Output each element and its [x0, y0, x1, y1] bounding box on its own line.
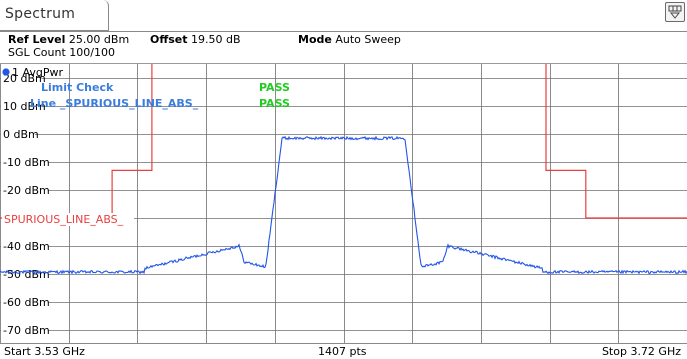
- y-axis-label: 20 dBm: [3, 72, 46, 85]
- stop-frequency: Stop 3.72 GHz: [601, 345, 681, 358]
- measurement-settings: Ref Level 25.00 dBm Offset 19.50 dB Mode…: [8, 33, 668, 59]
- window-layout-button[interactable]: [665, 2, 685, 22]
- limit-check-result: PASS: [259, 81, 290, 94]
- mode-value: Auto Sweep: [335, 33, 401, 46]
- y-axis-label: -50 dBm: [3, 268, 50, 281]
- y-axis-label: -60 dBm: [3, 296, 50, 309]
- window-layout-icon: [668, 5, 682, 19]
- trace-indicator-icon: [2, 68, 10, 76]
- ref-level-value: 25.00 dBm: [68, 33, 130, 46]
- limit-line-label: SPURIOUS_LINE_ABS_: [4, 213, 124, 226]
- y-axis-label: -10 dBm: [3, 156, 50, 169]
- sgl-count: SGL Count 100/100: [8, 46, 115, 59]
- plot-grid: [0, 64, 687, 344]
- mode-label: Mode: [298, 33, 332, 46]
- frequency-footer: Start 3.53 GHz 1407 pts Stop 3.72 GHz: [0, 343, 687, 359]
- y-axis-label-background: [1, 100, 42, 112]
- y-axis-label: 0 dBm: [3, 128, 39, 141]
- offset-label: Offset: [150, 33, 188, 46]
- y-axis-label-background: [1, 240, 48, 252]
- y-axis-label: -70 dBm: [3, 324, 50, 337]
- y-axis-label-background: [1, 296, 48, 308]
- limit-check-title: Limit Check: [41, 81, 114, 94]
- start-frequency: Start 3.53 GHz: [4, 345, 85, 358]
- offset-value: 19.50 dB: [191, 33, 241, 46]
- limit-line-result: PASS: [259, 97, 290, 110]
- limit-line-label-background: [2, 213, 134, 226]
- y-axis-label-background: [1, 128, 35, 140]
- trace-label: 1 AvgPwr: [12, 66, 63, 79]
- y-axis-label-background: [1, 72, 42, 84]
- y-axis-label: 10 dBm: [3, 100, 46, 113]
- y-axis-label: -20 dBm: [3, 184, 50, 197]
- tab-spectrum[interactable]: Spectrum: [0, 0, 109, 31]
- y-axis-label-background: [1, 324, 48, 336]
- y-axis-label-background: [1, 156, 48, 168]
- y-axis-label-background: [1, 184, 48, 196]
- tab-spectrum-label: Spectrum: [5, 6, 76, 22]
- tab-bar: Spectrum: [0, 0, 687, 32]
- sweep-points: 1407 pts: [318, 345, 367, 358]
- ref-level-label: Ref Level: [8, 33, 66, 46]
- limit-line-name: Line _SPURIOUS_LINE_ABS_: [30, 97, 199, 110]
- y-axis-label-background: [1, 268, 48, 280]
- y-axis-label: -40 dBm: [3, 240, 50, 253]
- trace-1: [0, 135, 687, 275]
